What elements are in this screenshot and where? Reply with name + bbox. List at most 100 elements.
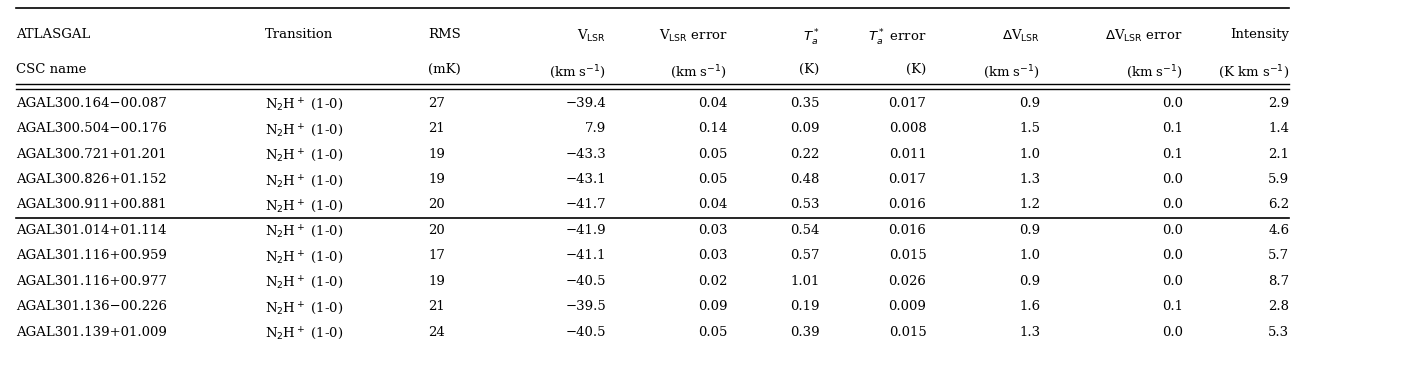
Text: 0.04: 0.04 — [697, 97, 727, 109]
Text: (km s$^{-1}$): (km s$^{-1}$) — [549, 63, 606, 81]
Text: 0.9: 0.9 — [1020, 224, 1041, 237]
Text: (km s$^{-1}$): (km s$^{-1}$) — [1125, 63, 1182, 81]
Text: N$_2$H$^+$ (1-0): N$_2$H$^+$ (1-0) — [265, 326, 342, 342]
Text: 0.017: 0.017 — [888, 173, 927, 186]
Text: 0.14: 0.14 — [697, 122, 727, 135]
Text: 0.015: 0.015 — [888, 249, 927, 262]
Text: 0.0: 0.0 — [1162, 198, 1182, 211]
Text: 0.0: 0.0 — [1162, 224, 1182, 237]
Text: 19: 19 — [428, 173, 445, 186]
Text: 2.1: 2.1 — [1268, 147, 1289, 160]
Text: N$_2$H$^+$ (1-0): N$_2$H$^+$ (1-0) — [265, 97, 342, 113]
Text: 1.0: 1.0 — [1020, 249, 1041, 262]
Text: CSC name: CSC name — [16, 63, 86, 76]
Text: 19: 19 — [428, 275, 445, 288]
Text: N$_2$H$^+$ (1-0): N$_2$H$^+$ (1-0) — [265, 275, 342, 291]
Text: −40.5: −40.5 — [566, 275, 606, 288]
Text: 27: 27 — [428, 97, 445, 109]
Text: −41.1: −41.1 — [566, 249, 606, 262]
Text: 0.35: 0.35 — [790, 97, 820, 109]
Text: 0.1: 0.1 — [1162, 122, 1182, 135]
Text: N$_2$H$^+$ (1-0): N$_2$H$^+$ (1-0) — [265, 173, 342, 189]
Text: 1.0: 1.0 — [1020, 147, 1041, 160]
Text: 0.19: 0.19 — [790, 300, 820, 313]
Text: (K): (K) — [907, 63, 927, 76]
Text: 20: 20 — [428, 224, 445, 237]
Text: 0.0: 0.0 — [1162, 97, 1182, 109]
Text: 0.04: 0.04 — [697, 198, 727, 211]
Text: N$_2$H$^+$ (1-0): N$_2$H$^+$ (1-0) — [265, 198, 342, 215]
Text: −40.5: −40.5 — [566, 326, 606, 339]
Text: 1.5: 1.5 — [1020, 122, 1041, 135]
Text: 0.05: 0.05 — [697, 173, 727, 186]
Text: ATLASGAL: ATLASGAL — [16, 28, 90, 41]
Text: AGAL300.164−00.087: AGAL300.164−00.087 — [16, 97, 167, 109]
Text: (K km s$^{-1}$): (K km s$^{-1}$) — [1218, 63, 1289, 81]
Text: $T_a^*$: $T_a^*$ — [803, 28, 820, 48]
Text: 8.7: 8.7 — [1268, 275, 1289, 288]
Text: (km s$^{-1}$): (km s$^{-1}$) — [984, 63, 1041, 81]
Text: 21: 21 — [428, 122, 445, 135]
Text: 1.01: 1.01 — [790, 275, 820, 288]
Text: 0.09: 0.09 — [790, 122, 820, 135]
Text: N$_2$H$^+$ (1-0): N$_2$H$^+$ (1-0) — [265, 147, 342, 164]
Text: 20: 20 — [428, 198, 445, 211]
Text: 0.1: 0.1 — [1162, 147, 1182, 160]
Text: Transition: Transition — [265, 28, 332, 41]
Text: AGAL300.721+01.201: AGAL300.721+01.201 — [16, 147, 167, 160]
Text: 0.05: 0.05 — [697, 147, 727, 160]
Text: 4.6: 4.6 — [1268, 224, 1289, 237]
Text: (K): (K) — [800, 63, 820, 76]
Text: 1.4: 1.4 — [1268, 122, 1289, 135]
Text: 19: 19 — [428, 147, 445, 160]
Text: 0.22: 0.22 — [790, 147, 820, 160]
Text: 0.016: 0.016 — [888, 198, 927, 211]
Text: −43.1: −43.1 — [566, 173, 606, 186]
Text: −43.3: −43.3 — [566, 147, 606, 160]
Text: −39.5: −39.5 — [566, 300, 606, 313]
Text: V$_{\rm LSR}$: V$_{\rm LSR}$ — [578, 28, 606, 44]
Text: AGAL301.139+01.009: AGAL301.139+01.009 — [16, 326, 167, 339]
Text: AGAL301.116+00.977: AGAL301.116+00.977 — [16, 275, 167, 288]
Text: (km s$^{-1}$): (km s$^{-1}$) — [670, 63, 727, 81]
Text: 2.9: 2.9 — [1268, 97, 1289, 109]
Text: −41.7: −41.7 — [566, 198, 606, 211]
Text: N$_2$H$^+$ (1-0): N$_2$H$^+$ (1-0) — [265, 122, 342, 139]
Text: 0.0: 0.0 — [1162, 173, 1182, 186]
Text: N$_2$H$^+$ (1-0): N$_2$H$^+$ (1-0) — [265, 224, 342, 240]
Text: 0.026: 0.026 — [888, 275, 927, 288]
Text: V$_{\rm LSR}$ error: V$_{\rm LSR}$ error — [659, 28, 727, 44]
Text: 0.0: 0.0 — [1162, 249, 1182, 262]
Text: 1.3: 1.3 — [1020, 173, 1041, 186]
Text: 0.9: 0.9 — [1020, 275, 1041, 288]
Text: −41.9: −41.9 — [566, 224, 606, 237]
Text: 1.6: 1.6 — [1020, 300, 1041, 313]
Text: 0.09: 0.09 — [697, 300, 727, 313]
Text: AGAL301.014+01.114: AGAL301.014+01.114 — [16, 224, 165, 237]
Text: 0.39: 0.39 — [790, 326, 820, 339]
Text: 0.03: 0.03 — [697, 249, 727, 262]
Text: 0.0: 0.0 — [1162, 275, 1182, 288]
Text: 1.3: 1.3 — [1020, 326, 1041, 339]
Text: 0.1: 0.1 — [1162, 300, 1182, 313]
Text: AGAL300.826+01.152: AGAL300.826+01.152 — [16, 173, 167, 186]
Text: 0.016: 0.016 — [888, 224, 927, 237]
Text: 0.0: 0.0 — [1162, 326, 1182, 339]
Text: Intensity: Intensity — [1231, 28, 1289, 41]
Text: 0.008: 0.008 — [888, 122, 927, 135]
Text: −39.4: −39.4 — [566, 97, 606, 109]
Text: AGAL300.504−00.176: AGAL300.504−00.176 — [16, 122, 167, 135]
Text: 7.9: 7.9 — [585, 122, 606, 135]
Text: 5.9: 5.9 — [1268, 173, 1289, 186]
Text: 0.011: 0.011 — [888, 147, 927, 160]
Text: RMS: RMS — [428, 28, 461, 41]
Text: 2.8: 2.8 — [1268, 300, 1289, 313]
Text: 0.54: 0.54 — [790, 224, 820, 237]
Text: 21: 21 — [428, 300, 445, 313]
Text: $\Delta$V$_{\rm LSR}$: $\Delta$V$_{\rm LSR}$ — [1002, 28, 1041, 44]
Text: 0.05: 0.05 — [697, 326, 727, 339]
Text: AGAL301.136−00.226: AGAL301.136−00.226 — [16, 300, 167, 313]
Text: 5.3: 5.3 — [1268, 326, 1289, 339]
Text: 0.57: 0.57 — [790, 249, 820, 262]
Text: AGAL300.911+00.881: AGAL300.911+00.881 — [16, 198, 167, 211]
